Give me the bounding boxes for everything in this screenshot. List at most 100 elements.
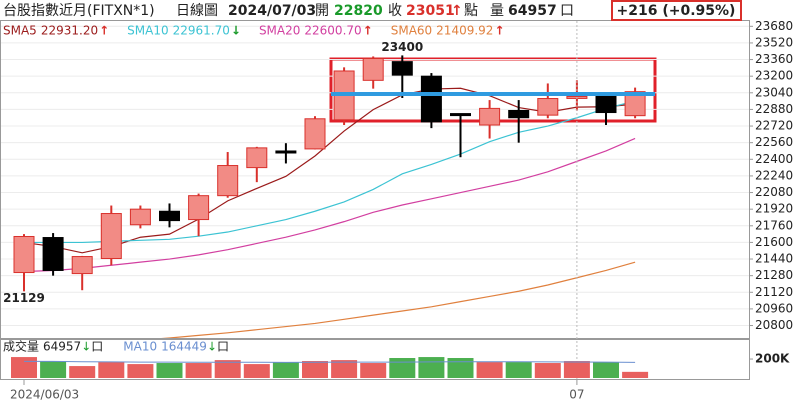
close-value: 23051 (406, 3, 455, 19)
candle-body (537, 98, 559, 116)
date: 2024/07/03 (228, 3, 316, 19)
y-tick-label: 23200 (755, 69, 793, 83)
y-tick-label: 22560 (755, 135, 793, 149)
candle-body (188, 195, 210, 221)
volume-ma-ma-arrow: ↓ (207, 340, 217, 354)
legend-value: 22931.20 (41, 24, 98, 38)
candle-body (624, 91, 646, 117)
unit-label: 點 (464, 3, 478, 19)
y-tick-label: 22240 (755, 168, 793, 182)
candle-body (129, 208, 151, 226)
candle-body (159, 210, 180, 222)
y-tick-label: 22400 (755, 152, 793, 166)
volume-legend-unit: 口 (91, 340, 103, 354)
y-tick-label: 22080 (755, 185, 793, 199)
price-frame (0, 20, 750, 339)
period: 日線圖 (176, 3, 218, 19)
volume-bar (360, 363, 387, 378)
y-tick-label: 21920 (755, 202, 793, 216)
volume-ma-line (24, 360, 636, 363)
volume-legend-label: 成交量 (3, 339, 39, 354)
volume-bar (534, 363, 561, 378)
x-tick-label: 07 (569, 388, 584, 402)
volume-bar (593, 362, 619, 378)
y-tick-label: 21120 (755, 285, 793, 299)
volume-value: 64957 (508, 3, 557, 19)
candle-body (595, 95, 617, 114)
volume-bar (127, 364, 154, 378)
volume-bar (185, 363, 212, 378)
legend-value: 22961.70 (173, 24, 230, 38)
open-value: 22820 (334, 3, 383, 19)
close-arrow: ↑ (451, 3, 463, 19)
change-box (611, 0, 742, 21)
y-tick-label: 21280 (755, 268, 793, 282)
volume-bar (272, 362, 299, 378)
candle-body (275, 150, 297, 154)
candle-body (13, 235, 35, 274)
y-tick-label: 21760 (755, 218, 793, 232)
y-tick-label: 23680 (755, 19, 793, 33)
volume-unit: 口 (560, 3, 574, 19)
legend-name: SMA60 (391, 24, 432, 38)
legend-name: SMA5 (3, 24, 37, 38)
y-tick-label: 20800 (755, 318, 793, 332)
volume-legend-value: 64957 (43, 340, 81, 354)
legend-value: 22600.70 (304, 24, 361, 38)
y-tick-label: 21440 (755, 252, 793, 266)
volume-ma-ma-label: MA10 (123, 340, 157, 354)
volume-bar (156, 363, 183, 378)
volume-bar (331, 360, 358, 378)
plot-area (1, 25, 749, 338)
volume-bar (563, 361, 590, 378)
candle-body (246, 147, 268, 169)
volume-bar (447, 358, 474, 378)
y-tick-label: 20960 (755, 301, 793, 315)
min-label: 21129 (3, 291, 45, 305)
volume-bar (98, 362, 125, 378)
y-tick-label: 23520 (755, 35, 793, 49)
legend-arrow: ↑ (494, 24, 504, 38)
volume-bar (622, 371, 649, 378)
max-label: 23400 (381, 40, 423, 54)
x-tick-label: 2024/06/03 (10, 388, 79, 402)
candle-body (71, 256, 93, 275)
volume-legend-arrow: ↓ (81, 340, 91, 354)
y-tick-label: 21600 (755, 235, 793, 249)
legend-arrow: ↑ (363, 24, 373, 38)
candle-body (450, 113, 471, 117)
legend-value: 21409.92 (436, 24, 493, 38)
volume-bar (505, 362, 532, 378)
volume-bar (476, 362, 503, 378)
candle-body (508, 109, 530, 119)
y-tick-label: 22720 (755, 119, 793, 133)
volume-bar (389, 358, 416, 378)
close-label: 收 (388, 3, 402, 19)
ma-line (24, 100, 636, 244)
candle-body (304, 118, 326, 150)
legend-name: SMA10 (127, 24, 168, 38)
y-tick-label: 23040 (755, 85, 793, 99)
ma-line (161, 261, 636, 338)
volume-bar (243, 364, 270, 378)
y-tick-label: 22880 (755, 102, 793, 116)
volume-bar (418, 357, 445, 378)
volume-label: 量 (490, 3, 504, 19)
legend-arrow: ↓ (231, 24, 241, 38)
candle-body (479, 107, 501, 126)
volume-ma-ma-unit: 口 (217, 340, 229, 354)
volume-bar (69, 366, 96, 378)
y-tick-label: 23360 (755, 52, 793, 66)
volume-bar (11, 357, 37, 378)
candle-body (362, 58, 384, 81)
candle-body (420, 75, 442, 123)
open-label: 開 (315, 3, 329, 19)
volume-ma-ma-value: 164449 (161, 340, 207, 354)
candle-body (391, 61, 413, 76)
volume-bar (40, 361, 67, 378)
volume-bar (214, 360, 241, 378)
candle-body (42, 237, 64, 271)
title: 台股指數近月(FITXN*1) (3, 3, 155, 19)
change: +216 (+0.95%) (617, 3, 736, 19)
